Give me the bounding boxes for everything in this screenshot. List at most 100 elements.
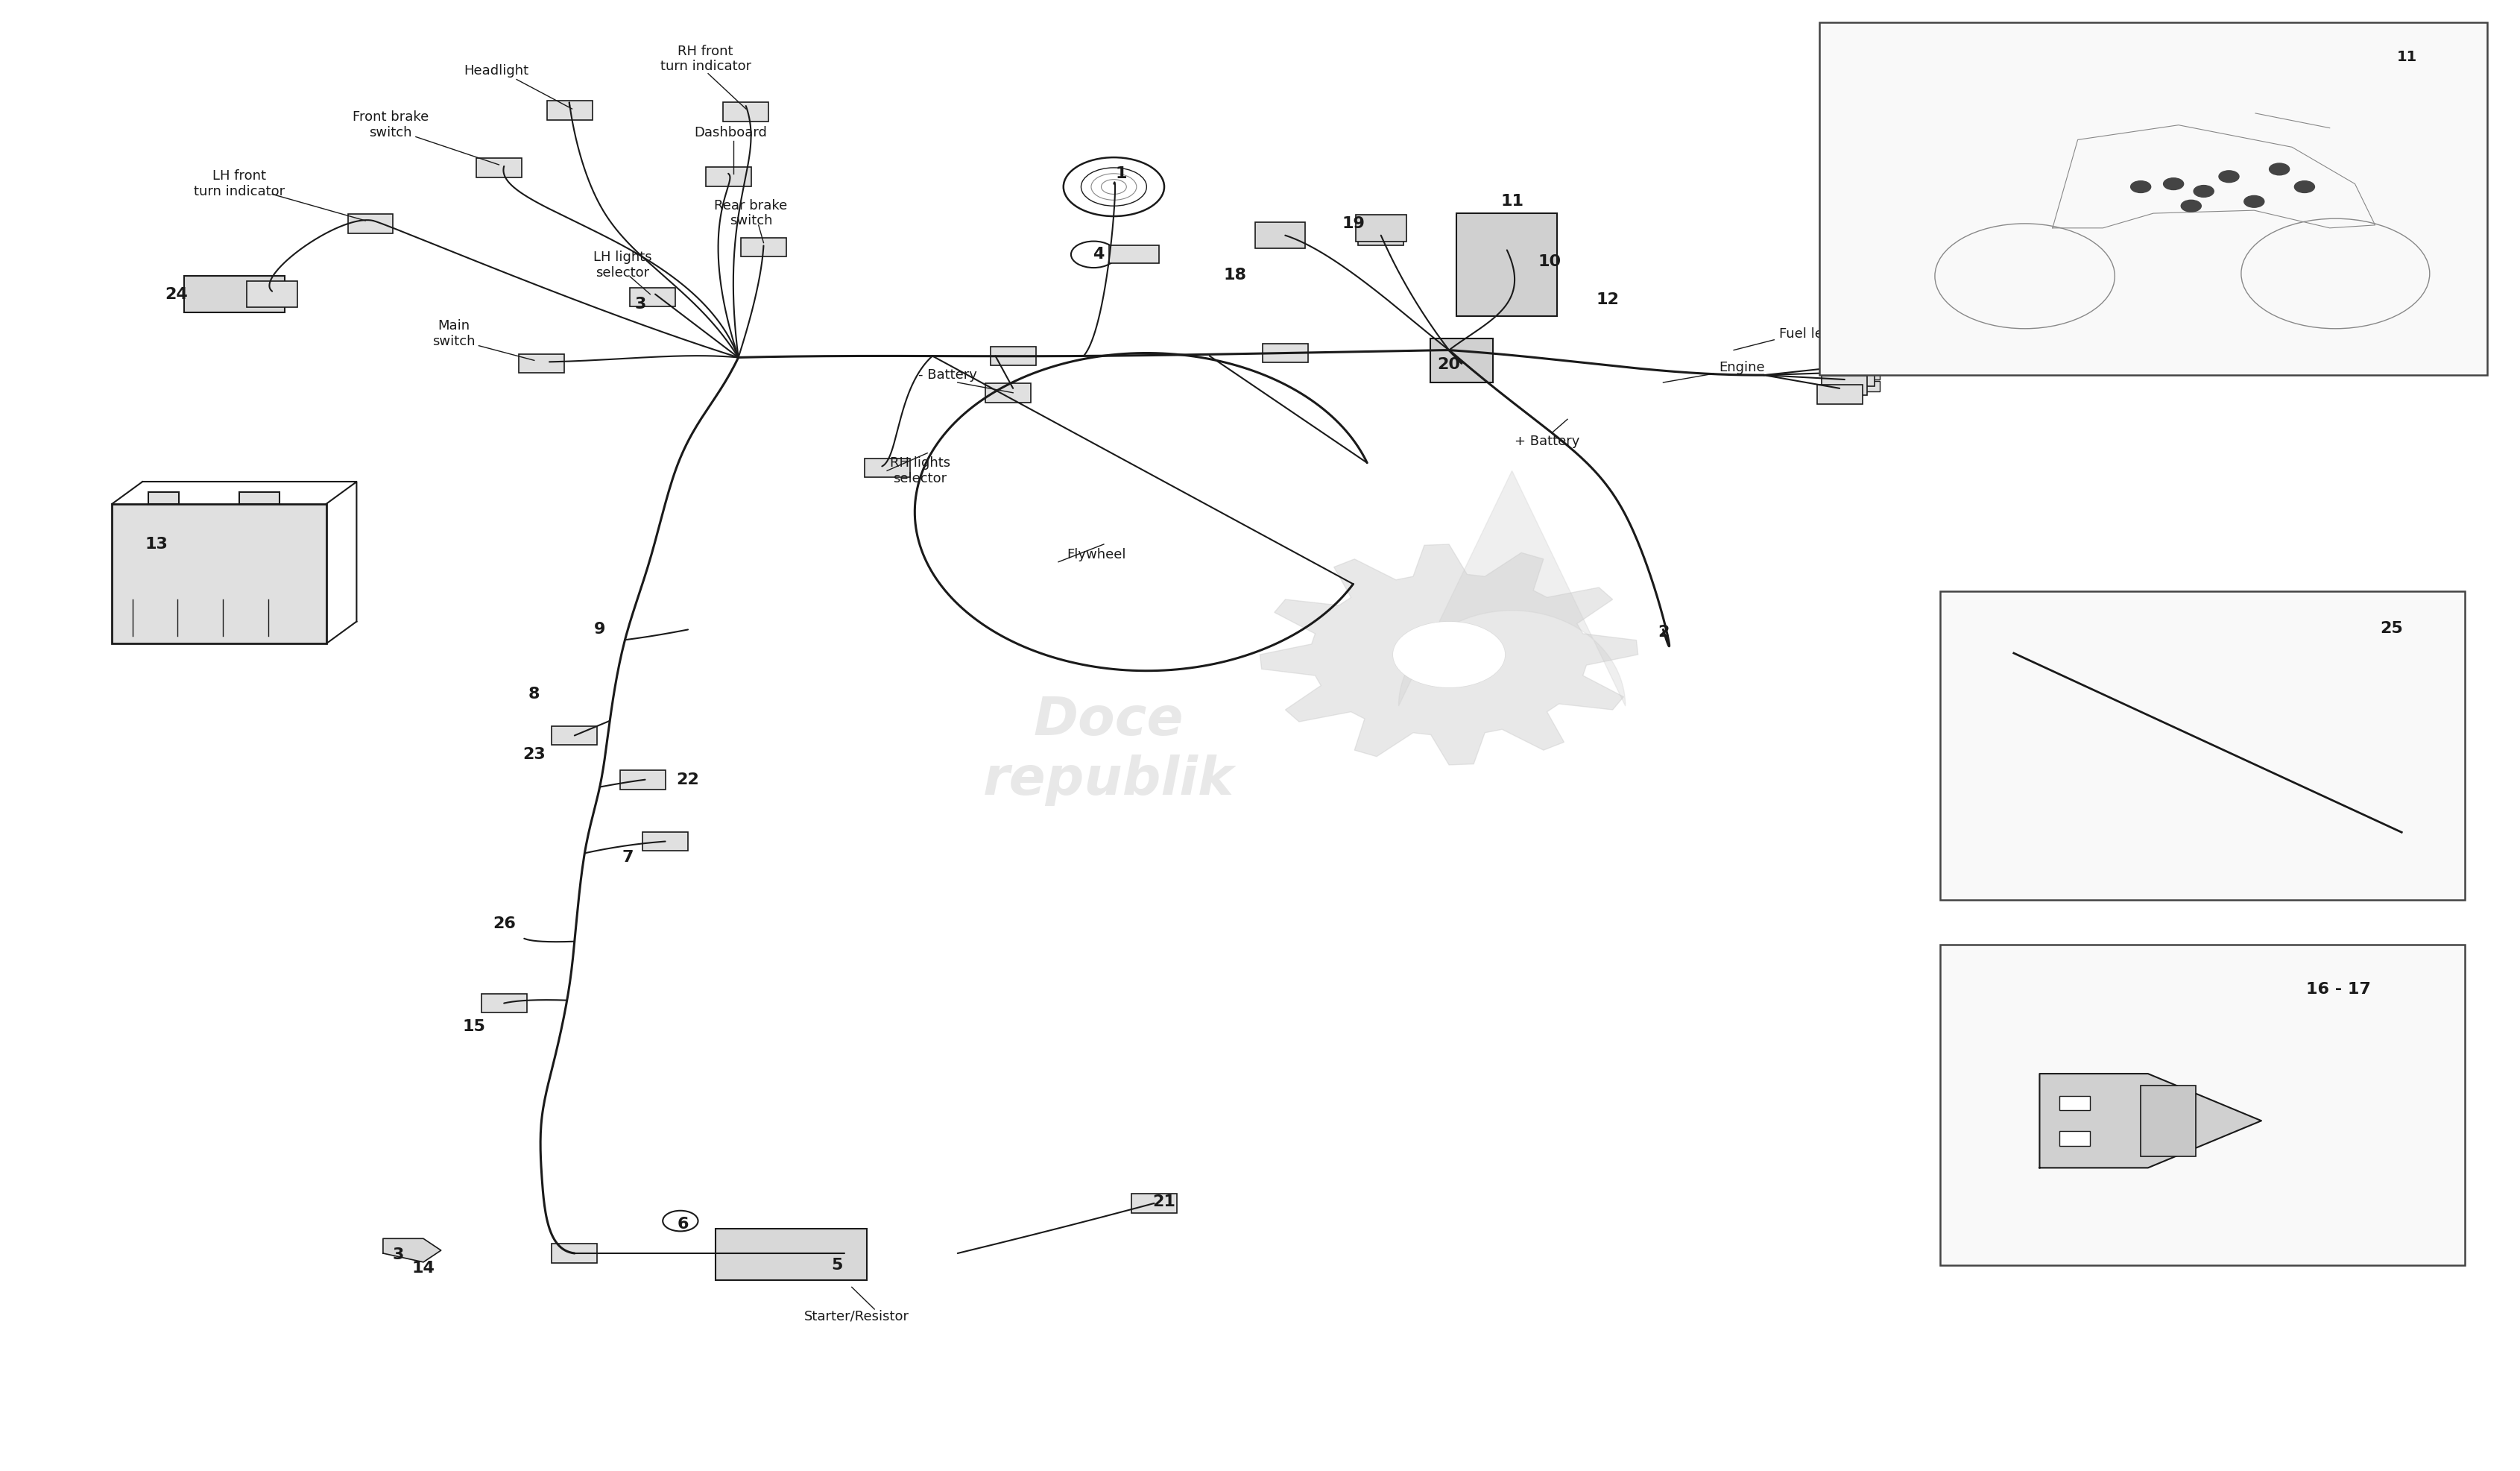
Text: 26: 26: [491, 916, 517, 931]
Text: 2: 2: [1658, 625, 1668, 640]
Bar: [247, 281, 297, 307]
Bar: [552, 1244, 597, 1262]
Text: 1: 1: [1116, 166, 1126, 181]
Text: - Battery: - Battery: [917, 368, 978, 382]
Bar: [864, 457, 910, 477]
Bar: [1356, 215, 1406, 241]
Bar: [1131, 1194, 1177, 1212]
Bar: [1358, 225, 1404, 244]
Bar: [1263, 343, 1308, 362]
Text: Starter/Resistor: Starter/Resistor: [804, 1309, 910, 1324]
Text: RH lights
selector: RH lights selector: [890, 456, 950, 485]
Text: 12: 12: [1595, 293, 1620, 307]
Bar: [1817, 384, 1862, 403]
Bar: [149, 491, 179, 503]
Text: 3: 3: [635, 297, 645, 312]
Bar: [2139, 1086, 2195, 1156]
Polygon shape: [2039, 1074, 2260, 1168]
Text: 16 - 17: 16 - 17: [2306, 981, 2371, 997]
Polygon shape: [1399, 471, 1625, 706]
Text: Main
switch: Main switch: [431, 319, 476, 349]
Bar: [2059, 1096, 2089, 1111]
Circle shape: [2243, 196, 2263, 207]
Text: Flywheel: Flywheel: [1066, 547, 1126, 562]
Text: 9: 9: [595, 622, 605, 637]
Text: Headlight: Headlight: [464, 63, 529, 78]
Text: 13: 13: [144, 537, 169, 552]
Bar: [481, 994, 527, 1012]
Text: 18: 18: [1222, 268, 1247, 282]
Text: Engine: Engine: [1719, 360, 1764, 375]
Circle shape: [2132, 181, 2150, 193]
Text: 4: 4: [1094, 247, 1104, 262]
Bar: [2059, 1131, 2089, 1146]
Bar: [706, 166, 751, 185]
Text: Fuel level: Fuel level: [1779, 327, 1842, 341]
Polygon shape: [1260, 544, 1638, 765]
Text: Rear brake
switch: Rear brake switch: [713, 199, 789, 228]
Circle shape: [2192, 185, 2213, 197]
Bar: [2404, 824, 2449, 841]
Text: 14: 14: [411, 1261, 436, 1275]
Circle shape: [2293, 181, 2316, 193]
Circle shape: [1394, 622, 1504, 687]
Bar: [113, 503, 328, 644]
Text: LH lights
selector: LH lights selector: [592, 250, 653, 279]
Bar: [1457, 213, 1557, 316]
Bar: [1429, 338, 1492, 382]
Bar: [184, 275, 285, 312]
Bar: [476, 157, 522, 177]
Bar: [552, 727, 597, 744]
Bar: [1940, 591, 2465, 900]
Text: 24: 24: [164, 287, 189, 302]
Text: LH front
turn indicator: LH front turn indicator: [194, 169, 285, 199]
Text: 20: 20: [1436, 357, 1462, 372]
Text: 6: 6: [678, 1217, 688, 1231]
Circle shape: [2162, 178, 2182, 190]
Bar: [1850, 357, 1880, 368]
Bar: [1255, 222, 1305, 249]
Circle shape: [2220, 171, 2238, 182]
Bar: [239, 491, 280, 503]
Bar: [1484, 237, 1530, 256]
Circle shape: [2268, 163, 2291, 175]
Text: Taillight: Taillight: [1885, 353, 1938, 368]
Text: 21: 21: [1152, 1194, 1177, 1209]
Text: Front brake
switch: Front brake switch: [353, 110, 428, 140]
Bar: [723, 101, 769, 121]
Bar: [1850, 369, 1880, 380]
Text: 22: 22: [675, 772, 701, 787]
Text: 8: 8: [529, 687, 539, 702]
Bar: [620, 771, 665, 788]
Bar: [1940, 944, 2465, 1265]
Bar: [741, 237, 786, 256]
Bar: [1109, 246, 1159, 263]
Bar: [630, 287, 675, 306]
Bar: [2170, 734, 2245, 752]
Bar: [519, 353, 564, 372]
Text: 10: 10: [1537, 254, 1562, 269]
Bar: [1996, 640, 2051, 660]
Bar: [1837, 355, 1882, 374]
Polygon shape: [383, 1239, 441, 1262]
Bar: [1850, 381, 1880, 391]
Bar: [1850, 347, 1880, 357]
Text: RH front
turn indicator: RH front turn indicator: [660, 44, 751, 74]
Bar: [985, 382, 1031, 402]
Text: 11: 11: [1499, 194, 1525, 209]
Bar: [348, 213, 393, 232]
Text: 25: 25: [2379, 621, 2402, 635]
Bar: [1830, 366, 1875, 385]
Bar: [1819, 22, 2487, 375]
Text: 23: 23: [522, 747, 547, 762]
Text: 19: 19: [1341, 216, 1366, 231]
Text: 5: 5: [832, 1258, 842, 1272]
Bar: [1257, 225, 1303, 244]
Bar: [990, 346, 1036, 365]
Text: Doce
republik: Doce republik: [983, 694, 1235, 806]
Circle shape: [2180, 200, 2202, 212]
Text: 11: 11: [2397, 50, 2417, 65]
Text: 15: 15: [461, 1019, 486, 1034]
Text: 7: 7: [622, 850, 633, 865]
Bar: [1822, 375, 1867, 394]
